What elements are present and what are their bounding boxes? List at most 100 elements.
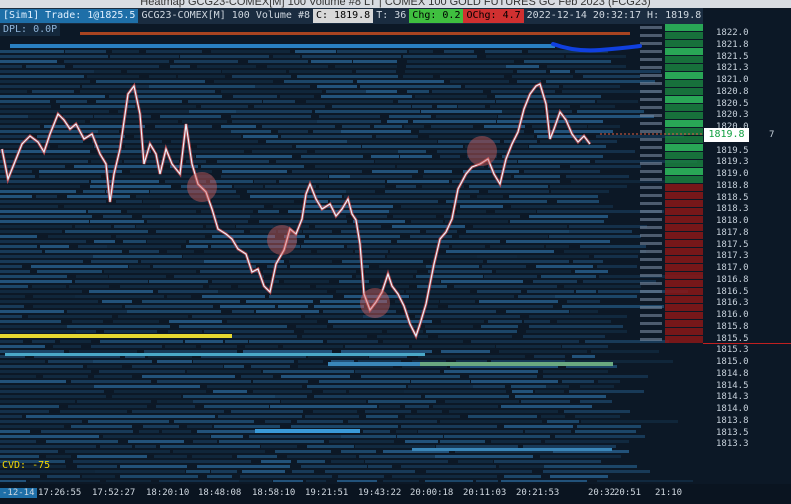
liquidity-cell (100, 150, 151, 153)
liquidity-cell (550, 475, 608, 478)
liquidity-cell (73, 460, 159, 463)
liquidity-cell (375, 160, 482, 163)
liquidity-cell (160, 445, 260, 448)
liquidity-cell (206, 225, 235, 228)
time-axis[interactable]: -12-14 17:26:55 17:52:27 18:20:10 18:48:08 18… (0, 484, 791, 504)
liquidity-cell (441, 350, 490, 353)
liquidity-cell (355, 215, 387, 218)
liquidity-cell (534, 355, 565, 358)
liquidity-cell (425, 325, 473, 328)
liquidity-cell (98, 130, 119, 133)
liquidity-cell (444, 370, 538, 373)
symbol-label[interactable]: GCG23-COMEX[M] (141, 10, 226, 21)
liquidity-cell (182, 120, 227, 123)
price-line (1, 83, 591, 338)
liquidity-cell (465, 85, 559, 88)
liquidity-cell (426, 330, 517, 333)
liquidity-cell (189, 240, 297, 243)
liquidity-band-low (255, 429, 360, 433)
liquidity-cell (569, 230, 632, 233)
liquidity-cell (454, 285, 557, 288)
liquidity-cell (0, 415, 22, 418)
liquidity-cell (363, 315, 407, 318)
liquidity-cell (109, 95, 136, 98)
liquidity-cell (432, 90, 483, 93)
bar-period-label[interactable]: 100 Volume (231, 10, 292, 21)
time-tick-label: 20:00:18 (410, 488, 454, 498)
annotation-stroke[interactable] (551, 42, 642, 53)
liquidity-cell (504, 475, 541, 478)
book-level (665, 312, 703, 319)
liquidity-cell (494, 355, 525, 358)
liquidity-cell (28, 115, 60, 118)
liquidity-cell (323, 390, 346, 393)
book-size-text (640, 106, 662, 109)
liquidity-cell (255, 85, 310, 88)
high-label: H: 1819.8 (647, 10, 702, 21)
liquidity-cell (405, 415, 460, 418)
liquidity-cell (545, 150, 635, 153)
liquidity-cell (212, 235, 275, 238)
liquidity-cell (72, 320, 103, 323)
liquidity-cell (0, 365, 83, 368)
liquidity-cell (408, 385, 473, 388)
liquidity-cell (440, 75, 504, 78)
liquidity-cell (87, 75, 139, 78)
liquidity-cell (248, 60, 308, 63)
datetime-label: 2022-12-14 20:32:17 (526, 10, 642, 21)
liquidity-cell (563, 85, 620, 88)
liquidity-cell (395, 300, 439, 303)
liquidity-cell (366, 415, 398, 418)
heatmap-chart[interactable] (0, 24, 703, 482)
liquidity-cell (103, 435, 210, 438)
liquidity-cell (325, 470, 415, 473)
liquidity-cell (581, 420, 678, 423)
liquidity-cell (0, 295, 25, 298)
liquidity-cell (170, 165, 198, 168)
liquidity-cell (233, 95, 277, 98)
window-title: Heatmap GCG23-COMEX[M] 100 Volume #8 LT … (0, 0, 791, 8)
large-trade-bubble[interactable] (360, 288, 390, 318)
liquidity-cell (575, 415, 620, 418)
liquidity-cell (167, 250, 194, 253)
liquidity-cell (527, 290, 574, 293)
liquidity-cell (0, 420, 82, 423)
liquidity-cell (135, 105, 196, 108)
liquidity-cell (0, 100, 50, 103)
book-level (665, 296, 703, 303)
liquidity-cell (426, 470, 532, 473)
sim-account-badge[interactable]: [Sim1] (0, 9, 43, 23)
book-size-text (640, 234, 662, 237)
time-tick-label: 18:20:10 (146, 488, 190, 498)
ladder-price: 1818.0 (716, 216, 749, 226)
liquidity-cell (290, 255, 385, 258)
liquidity-cell (211, 435, 243, 438)
liquidity-cell (488, 320, 522, 323)
liquidity-cell (107, 245, 181, 248)
liquidity-cell (471, 340, 579, 343)
liquidity-cell (137, 95, 222, 98)
liquidity-cell (429, 135, 534, 138)
book-level (665, 32, 703, 39)
liquidity-cell (315, 225, 381, 228)
liquidity-cell (262, 125, 335, 128)
liquidity-cell (290, 265, 369, 268)
liquidity-cell (0, 350, 64, 353)
liquidity-cell (0, 465, 66, 468)
price-ladder[interactable]: 1822.0 1821.8 1821.5 1821.3 1821.0 1820.8 1820… (703, 24, 791, 482)
book-size-text (640, 42, 662, 45)
liquidity-cell (330, 200, 438, 203)
last-trade-badge: Trade: 1@1825.5 (42, 9, 139, 23)
liquidity-cell (278, 305, 308, 308)
liquidity-cell (540, 455, 621, 458)
large-trade-bubble[interactable] (467, 136, 497, 166)
liquidity-cell (314, 395, 421, 398)
liquidity-cell (458, 105, 485, 108)
large-trade-bubble[interactable] (187, 172, 217, 202)
large-trade-bubble[interactable] (267, 225, 297, 255)
liquidity-cell (544, 465, 637, 468)
liquidity-cell (445, 400, 519, 403)
liquidity-cell (197, 430, 266, 433)
book-level (665, 160, 703, 167)
liquidity-cell (0, 270, 30, 273)
